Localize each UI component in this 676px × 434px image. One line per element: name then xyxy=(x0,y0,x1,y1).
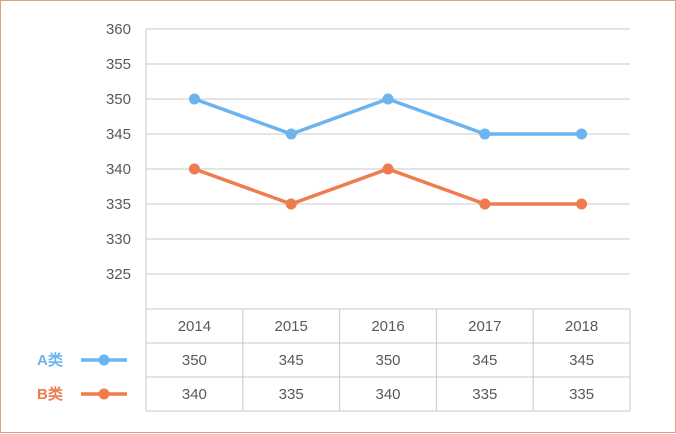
data-point xyxy=(479,128,491,140)
y-tick-label: 355 xyxy=(106,56,131,73)
table-value: 340 xyxy=(182,386,207,403)
y-tick-label: 325 xyxy=(106,266,131,283)
x-category-label: 2015 xyxy=(275,318,308,335)
legend-label: A类 xyxy=(37,351,64,369)
table-value: 340 xyxy=(375,386,400,403)
data-point xyxy=(576,198,588,210)
data-point xyxy=(479,198,491,210)
table-value: 350 xyxy=(375,352,400,369)
x-category-label: 2018 xyxy=(565,318,598,335)
y-tick-label: 350 xyxy=(106,91,131,108)
legend-marker xyxy=(98,388,110,400)
table-value: 345 xyxy=(569,352,594,369)
x-category-label: 2016 xyxy=(371,318,404,335)
x-category-label: 2014 xyxy=(178,318,211,335)
data-point xyxy=(188,163,200,175)
x-category-label: 2017 xyxy=(468,318,501,335)
legend-label: B类 xyxy=(37,385,64,403)
data-point xyxy=(382,163,394,175)
y-tick-label: 345 xyxy=(106,126,131,143)
table-value: 335 xyxy=(472,386,497,403)
data-point xyxy=(576,128,588,140)
y-tick-label: 335 xyxy=(106,196,131,213)
legend-marker xyxy=(98,354,110,366)
y-tick-label: 340 xyxy=(106,161,131,178)
table-value: 335 xyxy=(279,386,304,403)
table-value: 350 xyxy=(182,352,207,369)
data-point xyxy=(188,93,200,105)
table-value: 345 xyxy=(472,352,497,369)
table-value: 345 xyxy=(279,352,304,369)
y-tick-label: 360 xyxy=(106,21,131,38)
table-value: 335 xyxy=(569,386,594,403)
data-point xyxy=(285,128,297,140)
data-point xyxy=(285,198,297,210)
y-tick-label: 330 xyxy=(106,231,131,248)
data-point xyxy=(382,93,394,105)
